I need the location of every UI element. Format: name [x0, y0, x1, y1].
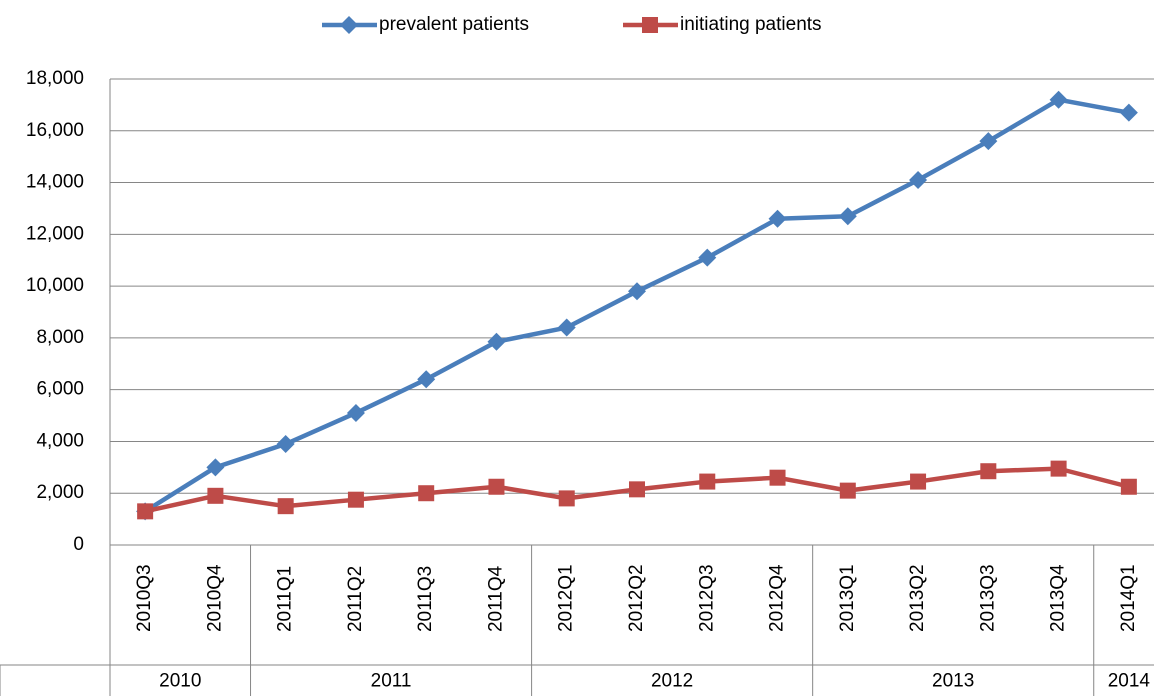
year-label: 2010: [159, 671, 201, 692]
year-label: 2012: [651, 671, 693, 692]
legend-marker: [642, 17, 658, 33]
y-tick-label: 18,000: [26, 68, 84, 89]
legend-marker: [340, 16, 358, 34]
x-tick-label: 2013Q1: [837, 564, 858, 632]
data-point: [980, 463, 997, 480]
data-point: [839, 482, 856, 499]
year-label: 2014: [1108, 671, 1151, 692]
data-point: [1120, 478, 1137, 495]
y-tick-label: 12,000: [26, 223, 84, 244]
x-tick-label: 2013Q2: [907, 564, 928, 632]
data-point: [557, 318, 576, 337]
data-point: [277, 498, 294, 515]
data-point: [699, 473, 716, 490]
data-point: [628, 282, 646, 301]
y-tick-label: 10,000: [26, 275, 84, 296]
data-point: [1049, 90, 1068, 109]
y-tick-label: 16,000: [26, 120, 84, 141]
data-point: [487, 332, 506, 351]
data-point: [979, 132, 998, 151]
x-tick-label: 2011Q1: [275, 566, 296, 632]
legend-label: prevalent patients: [379, 14, 529, 35]
x-tick-label: 2012Q4: [767, 564, 788, 632]
x-tick-label: 2011Q2: [345, 566, 366, 632]
data-point: [137, 503, 154, 520]
legend-label: initiating patients: [680, 14, 822, 35]
data-point: [488, 478, 505, 495]
data-point: [347, 491, 364, 508]
data-point: [346, 403, 365, 422]
x-tick-label: 2013Q3: [977, 564, 998, 632]
data-point: [909, 170, 928, 189]
x-tick-label: 2013Q4: [1048, 564, 1069, 632]
data-point: [838, 207, 857, 226]
data-point: [1119, 103, 1138, 122]
x-tick-label: 2011Q3: [415, 566, 436, 632]
x-tick-label: 2010Q3: [134, 564, 155, 632]
data-point: [910, 473, 927, 490]
y-tick-label: 0: [73, 534, 84, 555]
data-point: [558, 490, 575, 507]
series-line: [143, 97, 1130, 514]
data-point: [417, 370, 436, 389]
x-tick-label: 2012Q1: [556, 564, 577, 632]
data-point: [629, 481, 645, 498]
data-point: [1050, 460, 1067, 477]
data-point: [207, 487, 224, 504]
x-tick-label: 2014Q1: [1118, 564, 1139, 632]
data-point: [418, 485, 435, 502]
x-tick-label: 2012Q2: [626, 564, 647, 632]
data-point: [769, 469, 786, 486]
y-tick-label: 6,000: [36, 379, 84, 400]
year-label: 2011: [371, 671, 412, 692]
y-tick-label: 14,000: [26, 172, 84, 193]
x-tick-label: 2012Q3: [696, 564, 717, 632]
y-tick-label: 2,000: [36, 482, 84, 503]
data-point: [698, 248, 717, 267]
data-point: [768, 209, 787, 228]
x-tick-label: 2010Q4: [204, 564, 225, 632]
data-point: [206, 458, 225, 477]
year-label: 2013: [932, 671, 974, 692]
x-tick-label: 2011Q4: [485, 565, 506, 632]
y-tick-label: 4,000: [36, 430, 84, 451]
data-point: [276, 435, 295, 454]
y-tick-label: 8,000: [36, 327, 84, 348]
